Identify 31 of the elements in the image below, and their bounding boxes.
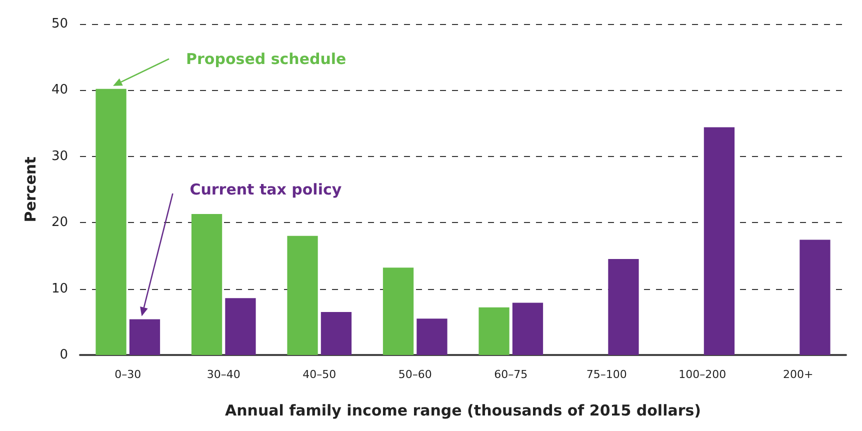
x-axis-title: Annual family income range (thousands of 2015 dollars)	[224, 402, 702, 420]
bar	[96, 88, 126, 355]
bar	[225, 298, 256, 355]
bar	[287, 236, 318, 355]
text: Proposed schedule	[186, 50, 346, 68]
y-axis-title: Percent	[22, 156, 40, 222]
bar	[129, 319, 160, 355]
bar	[191, 214, 222, 355]
x-tick-label: 0–30	[114, 368, 142, 381]
y-tick-label: 10	[51, 281, 68, 296]
x-tick-label: 75–100	[586, 368, 627, 381]
x-tick-label: 200+	[783, 368, 814, 381]
x-tick-label: 50–60	[398, 368, 432, 381]
bar	[512, 302, 544, 355]
bar	[608, 259, 639, 355]
bar	[800, 240, 830, 355]
bar	[320, 312, 352, 355]
bar	[416, 318, 448, 355]
y-tick-label: 20	[51, 215, 68, 230]
x-tick-label: 100–200	[678, 368, 726, 381]
bar	[704, 127, 735, 355]
y-tick-label: 30	[51, 148, 68, 164]
bar	[382, 268, 414, 355]
x-tick-label: 40–50	[302, 368, 336, 381]
x-tick-label: 60–75	[494, 368, 528, 381]
x-tick-label: 30–40	[206, 368, 240, 381]
y-tick-label: 0	[60, 348, 68, 362]
y-tick-label: 40	[51, 82, 68, 98]
text: Current tax policy	[190, 180, 342, 198]
bar	[478, 307, 510, 355]
y-tick-label: 50	[51, 16, 68, 32]
